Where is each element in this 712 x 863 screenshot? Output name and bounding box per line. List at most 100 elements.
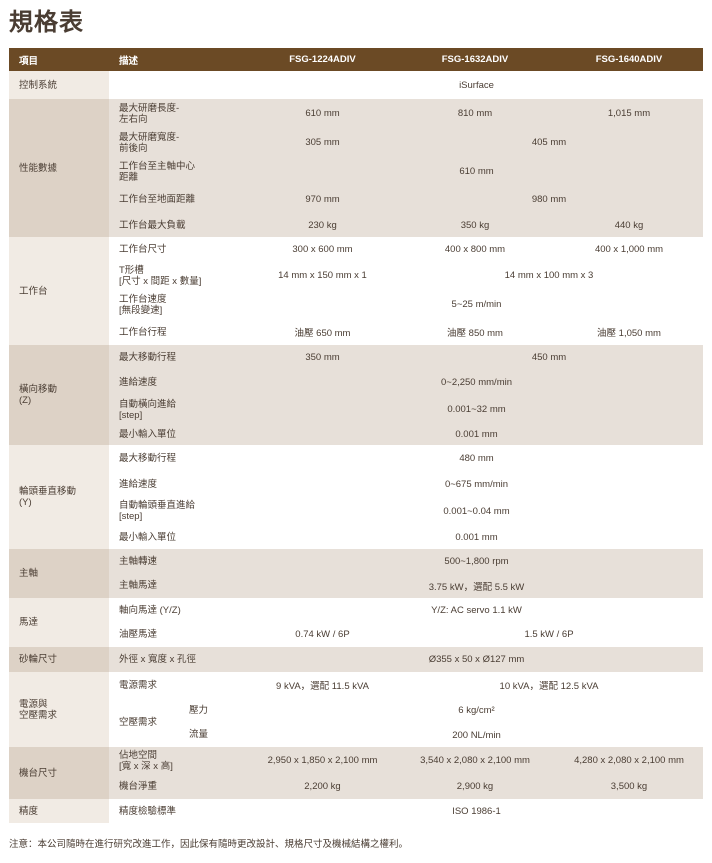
description-cell: 空壓需求 壓力 流量 — [109, 698, 250, 747]
value-cell: 10 kVA，選配 12.5 kVA — [395, 672, 703, 698]
category-cell: 電源與 空壓需求 — [9, 672, 109, 747]
category-cell: 精度 — [9, 799, 109, 823]
value-cell: 14 mm x 150 mm x 1 — [250, 261, 395, 290]
table-header: 項目 描述 FSG-1224ADIV FSG-1632ADIV FSG-1640… — [9, 48, 703, 71]
value-cell: 4,280 x 2,080 x 2,100 mm — [555, 747, 703, 774]
table-row: 主軸 主軸轉速 500~1,800 rpm — [9, 549, 703, 598]
value-cell: 450 mm — [395, 345, 703, 369]
value-cell: 0.001~0.04 mm — [250, 497, 703, 525]
value-cell: Ø355 x 50 x Ø127 mm — [250, 647, 703, 672]
description-cell: 最大移動行程 — [109, 445, 250, 471]
value-cell: 610 mm — [250, 99, 395, 128]
value-cell: 1,015 mm — [555, 99, 703, 128]
description-cell: 工作台至主軸中心 距離 — [109, 157, 250, 186]
sub-label: 流量 — [189, 729, 209, 740]
table-row: 油壓馬達 0.74 kW / 6P 1.5 kW / 6P — [9, 622, 703, 647]
table-row: 自動橫向進給 [step] 0.001~32 mm — [9, 395, 703, 424]
value-cell: 0~675 mm/min — [250, 471, 703, 497]
description-cell: 工作台尺寸 — [109, 237, 250, 261]
category-cell: 機台尺寸 — [9, 747, 109, 799]
description-cell: 最大研磨寬度- 前後向 — [109, 128, 250, 157]
value-cell: 480 mm — [250, 445, 703, 471]
table-row: 進給速度 0~675 mm/min — [9, 471, 703, 497]
description-cell — [109, 71, 250, 99]
table-row: 自動輪頭垂直進給 [step] 0.001~0.04 mm — [9, 497, 703, 525]
description-cell: 工作台至地面距離 — [109, 186, 250, 213]
description-cell: 軸向馬達 (Y/Z) — [109, 598, 250, 622]
description-cell: 自動輪頭垂直進給 [step] — [109, 497, 250, 525]
description-cell: 精度檢驗標準 — [109, 799, 250, 823]
value-cell: 6 kg/cm² — [250, 698, 703, 723]
header-item: 項目 — [9, 48, 109, 71]
table-row: 工作台最大負載 230 kg 350 kg 440 kg — [9, 213, 703, 237]
table-row: 機台尺寸 佔地空間 [寬 x 深 x 高] 2,950 x 1,850 x 2,10… — [9, 747, 703, 799]
value-cell: 305 mm — [250, 128, 395, 157]
value-cell: 油壓 850 mm — [395, 319, 555, 345]
table-row: 最小輸入單位 0.001 mm — [9, 525, 703, 549]
value-cell: 2,900 kg — [395, 774, 555, 799]
value-cell: 980 mm — [395, 186, 703, 213]
table-row: 控制系統 iSurface — [9, 71, 703, 99]
header-desc: 描述 — [109, 48, 250, 71]
value-cell: 400 x 800 mm — [395, 237, 555, 261]
table-row: 馬達 軸向馬達 (Y/Z) Y/Z: AC servo 1.1 kW — [9, 598, 703, 647]
table-row: T形槽 [尺寸 x 間距 x 數量] 14 mm x 150 mm x 1 14 m… — [9, 261, 703, 290]
value-cell: 3,500 kg — [555, 774, 703, 799]
description-cell: 油壓馬達 — [109, 622, 250, 647]
value-cell: 0.001 mm — [250, 424, 703, 445]
description-cell: 最大移動行程 — [109, 345, 250, 369]
description-cell: 工作台速度 [無段變速] — [109, 290, 250, 319]
category-cell: 性能數據 — [9, 99, 109, 237]
value-cell: 300 x 600 mm — [250, 237, 395, 261]
disclaimer-note: 注意：本公司隨時在進行研究改進工作，因此保有隨時更改設計、規格尺寸及機械結構之權… — [9, 839, 409, 850]
table-row: 最小輸入單位 0.001 mm — [9, 424, 703, 445]
description-cell: T形槽 [尺寸 x 間距 x 數量] — [109, 261, 250, 290]
category-cell: 輪頭垂直移動 (Y) — [9, 445, 109, 549]
value-cell: Y/Z: AC servo 1.1 kW — [250, 598, 703, 622]
table-row: 輪頭垂直移動 (Y) 最大移動行程 480 mm — [9, 445, 703, 549]
spec-table: 項目 描述 FSG-1224ADIV FSG-1632ADIV FSG-1640… — [9, 48, 703, 823]
value-cell: 970 mm — [250, 186, 395, 213]
value-cell: 350 mm — [250, 345, 395, 369]
description-cell: 主軸轉速 — [109, 549, 250, 573]
value-cell: 350 kg — [395, 213, 555, 237]
value-cell: 610 mm — [250, 157, 703, 186]
value-cell: 油壓 1,050 mm — [555, 319, 703, 345]
description-cell: 進給速度 — [109, 369, 250, 395]
description-cell: 工作台最大負載 — [109, 213, 250, 237]
value-cell: 0.001~32 mm — [250, 395, 703, 424]
category-cell: 砂輪尺寸 — [9, 647, 109, 672]
description-cell: 工作台行程 — [109, 319, 250, 345]
description-cell: 最大研磨長度- 左右向 — [109, 99, 250, 128]
table-row: 工作台 工作台尺寸 300 x 600 mm 400 x 800 mm 400 x 1,… — [9, 237, 703, 345]
value-cell: 200 NL/min — [250, 723, 703, 747]
sub-label: 壓力 — [189, 705, 209, 716]
table-row: 工作台至地面距離 970 mm 980 mm — [9, 186, 703, 213]
description-cell: 進給速度 — [109, 471, 250, 497]
header-model-3: FSG-1640ADIV — [555, 48, 703, 71]
table-row: 電源與 空壓需求 電源需求 9 kVA，選配 11.5 kVA 10 kVA，選配 1… — [9, 672, 703, 747]
value-cell: 3.75 kW，選配 5.5 kW — [250, 573, 703, 598]
page-title: 規格表 — [9, 9, 84, 36]
table-row: 工作台至主軸中心 距離 610 mm — [9, 157, 703, 186]
description-cell: 最小輸入單位 — [109, 424, 250, 445]
value-cell: 5~25 m/min — [250, 290, 703, 319]
table-row: 橫向移動 (Z) 最大移動行程 350 mm 450 mm — [9, 345, 703, 445]
table-row: 工作台行程 油壓 650 mm 油壓 850 mm 油壓 1,050 mm — [9, 319, 703, 345]
table-row: 機台淨重 2,200 kg 2,900 kg 3,500 kg — [9, 774, 703, 799]
description-cell: 電源需求 — [109, 672, 250, 698]
category-cell: 橫向移動 (Z) — [9, 345, 109, 445]
description-cell: 主軸馬達 — [109, 573, 250, 598]
table-row: 主軸馬達 3.75 kW，選配 5.5 kW — [9, 573, 703, 598]
value-cell: 400 x 1,000 mm — [555, 237, 703, 261]
category-cell: 主軸 — [9, 549, 109, 598]
value-cell: 440 kg — [555, 213, 703, 237]
table-row: 空壓需求 壓力 流量 6 kg/cm² — [9, 698, 703, 747]
table-row: 精度 精度檢驗標準 ISO 1986-1 — [9, 799, 703, 823]
table-row: 200 NL/min — [9, 723, 703, 747]
description-cell: 佔地空間 [寬 x 深 x 高] — [109, 747, 250, 774]
category-cell: 控制系統 — [9, 71, 109, 99]
description-cell: 自動橫向進給 [step] — [109, 395, 250, 424]
value-cell: 230 kg — [250, 213, 395, 237]
description-cell: 最小輸入單位 — [109, 525, 250, 549]
